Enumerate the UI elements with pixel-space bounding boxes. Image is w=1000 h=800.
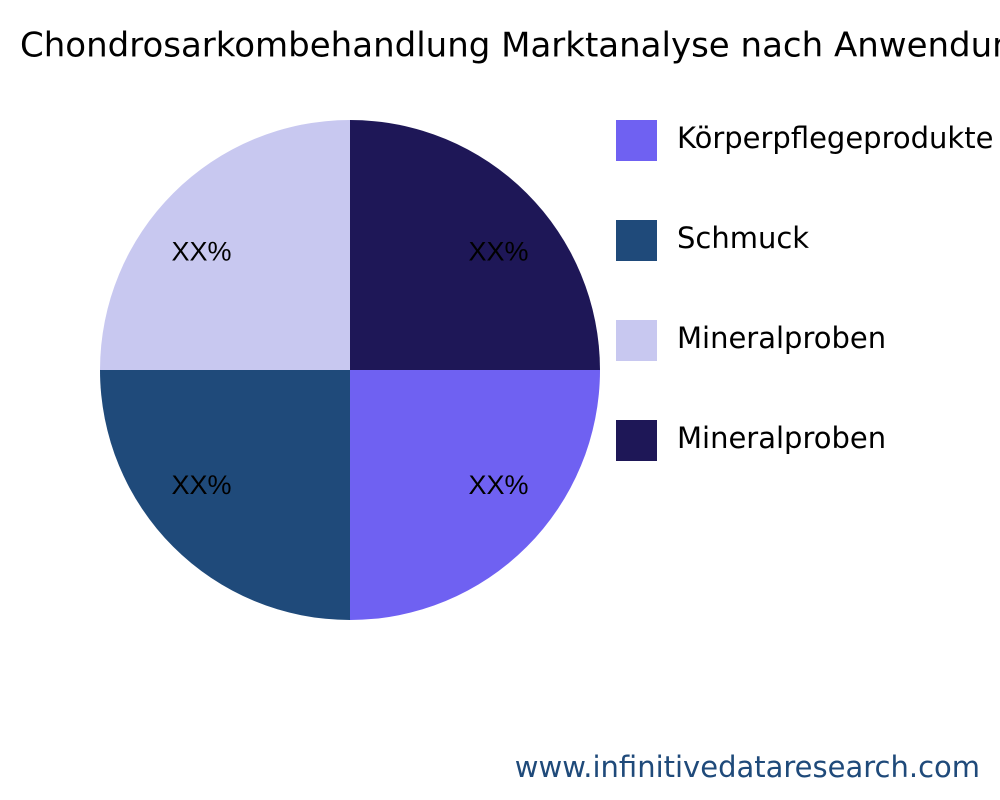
legend-label: Schmuck xyxy=(677,221,809,255)
slice-label: XX% xyxy=(171,470,231,500)
slice-label: XX% xyxy=(171,236,231,266)
legend-swatch xyxy=(616,120,657,161)
slice-label: XX% xyxy=(468,236,528,266)
pie-slice xyxy=(100,370,350,620)
pie-slice xyxy=(100,120,350,370)
legend-swatch xyxy=(616,320,657,361)
pie-slice xyxy=(350,370,600,620)
slice-label: XX% xyxy=(468,470,528,500)
legend-swatch xyxy=(616,420,657,461)
chart-title: Chondrosarkombehandlung Marktanalyse nac… xyxy=(20,26,1000,66)
legend-label: Körperpflegeprodukte xyxy=(677,121,993,155)
legend-label: Mineralproben xyxy=(677,421,886,455)
legend-swatch xyxy=(616,220,657,261)
legend-label: Mineralproben xyxy=(677,321,886,355)
pie-slice xyxy=(350,120,600,370)
watermark: www.infinitivedataresearch.com xyxy=(515,750,980,784)
